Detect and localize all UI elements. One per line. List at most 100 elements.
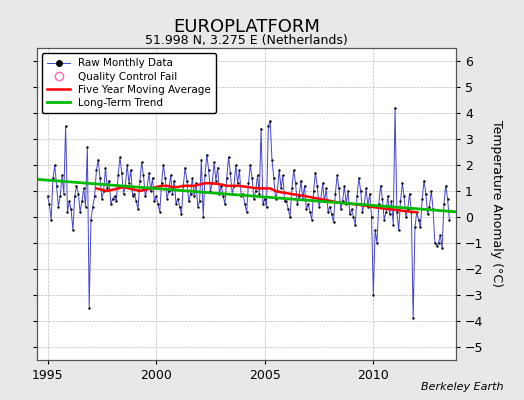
Point bbox=[137, 159, 146, 166]
Point bbox=[335, 185, 343, 192]
Point bbox=[373, 240, 381, 246]
Point bbox=[347, 206, 356, 212]
Point bbox=[117, 170, 126, 176]
Point bbox=[346, 211, 354, 218]
Point bbox=[147, 188, 155, 194]
Point bbox=[116, 154, 124, 160]
Point bbox=[148, 175, 157, 181]
Point bbox=[299, 196, 307, 202]
Point bbox=[173, 196, 182, 202]
Point bbox=[364, 203, 372, 210]
Point bbox=[127, 167, 135, 174]
Point bbox=[380, 216, 388, 223]
Point bbox=[165, 188, 173, 194]
Point bbox=[308, 216, 316, 223]
Point bbox=[243, 209, 251, 215]
Point bbox=[150, 198, 159, 205]
Point bbox=[92, 167, 101, 174]
Point bbox=[387, 198, 396, 205]
Point bbox=[199, 214, 208, 220]
Point bbox=[47, 216, 56, 223]
Point bbox=[436, 232, 444, 238]
Point bbox=[108, 196, 117, 202]
Point bbox=[179, 182, 188, 189]
Point bbox=[445, 216, 454, 223]
Point bbox=[293, 201, 301, 207]
Point bbox=[291, 180, 300, 186]
Point bbox=[288, 185, 296, 192]
Point bbox=[65, 198, 73, 205]
Point bbox=[275, 167, 283, 174]
Point bbox=[339, 198, 347, 205]
Point bbox=[128, 193, 137, 199]
Point bbox=[210, 159, 219, 166]
Point bbox=[145, 170, 153, 176]
Point bbox=[107, 201, 115, 207]
Point bbox=[181, 164, 189, 171]
Point bbox=[237, 193, 245, 199]
Point bbox=[230, 182, 238, 189]
Point bbox=[193, 203, 202, 210]
Point bbox=[97, 196, 106, 202]
Point bbox=[85, 305, 93, 311]
Point bbox=[58, 172, 66, 178]
Point bbox=[375, 201, 383, 207]
Point bbox=[177, 211, 185, 218]
Point bbox=[63, 209, 72, 215]
Text: EUROPLATFORM: EUROPLATFORM bbox=[173, 18, 320, 36]
Point bbox=[360, 201, 368, 207]
Point bbox=[105, 178, 113, 184]
Point bbox=[315, 203, 323, 210]
Point bbox=[197, 156, 205, 163]
Point bbox=[241, 201, 249, 207]
Point bbox=[425, 203, 434, 210]
Point bbox=[203, 151, 211, 158]
Point bbox=[130, 190, 139, 197]
Point bbox=[400, 193, 408, 199]
Point bbox=[132, 198, 140, 205]
Point bbox=[139, 172, 148, 178]
Point bbox=[111, 193, 119, 199]
Point bbox=[252, 188, 260, 194]
Point bbox=[212, 178, 220, 184]
Point bbox=[221, 201, 229, 207]
Point bbox=[295, 193, 303, 199]
Point bbox=[101, 164, 110, 171]
Point bbox=[386, 211, 394, 218]
Point bbox=[255, 190, 264, 197]
Point bbox=[134, 206, 142, 212]
Point bbox=[440, 201, 448, 207]
Point bbox=[409, 315, 417, 322]
Point bbox=[141, 193, 149, 199]
Point bbox=[336, 206, 345, 212]
Point bbox=[284, 206, 292, 212]
Point bbox=[56, 193, 64, 199]
Point bbox=[192, 180, 200, 186]
Point bbox=[187, 190, 195, 197]
Point bbox=[406, 190, 414, 197]
Point bbox=[125, 180, 133, 186]
Point bbox=[331, 190, 340, 197]
Point bbox=[418, 196, 427, 202]
Point bbox=[289, 167, 298, 174]
Point bbox=[263, 203, 271, 210]
Point bbox=[326, 203, 334, 210]
Point bbox=[277, 185, 285, 192]
Point bbox=[159, 162, 168, 168]
Point bbox=[355, 175, 363, 181]
Point bbox=[163, 196, 171, 202]
Point bbox=[235, 167, 244, 174]
Point bbox=[340, 182, 348, 189]
Point bbox=[176, 203, 184, 210]
Point bbox=[286, 214, 294, 220]
Point bbox=[412, 209, 421, 215]
Point bbox=[206, 188, 215, 194]
Point bbox=[313, 182, 321, 189]
Point bbox=[183, 178, 191, 184]
Point bbox=[442, 182, 450, 189]
Point bbox=[353, 193, 361, 199]
Point bbox=[87, 216, 95, 223]
Point bbox=[248, 175, 256, 181]
Point bbox=[49, 175, 57, 181]
Point bbox=[94, 156, 102, 163]
